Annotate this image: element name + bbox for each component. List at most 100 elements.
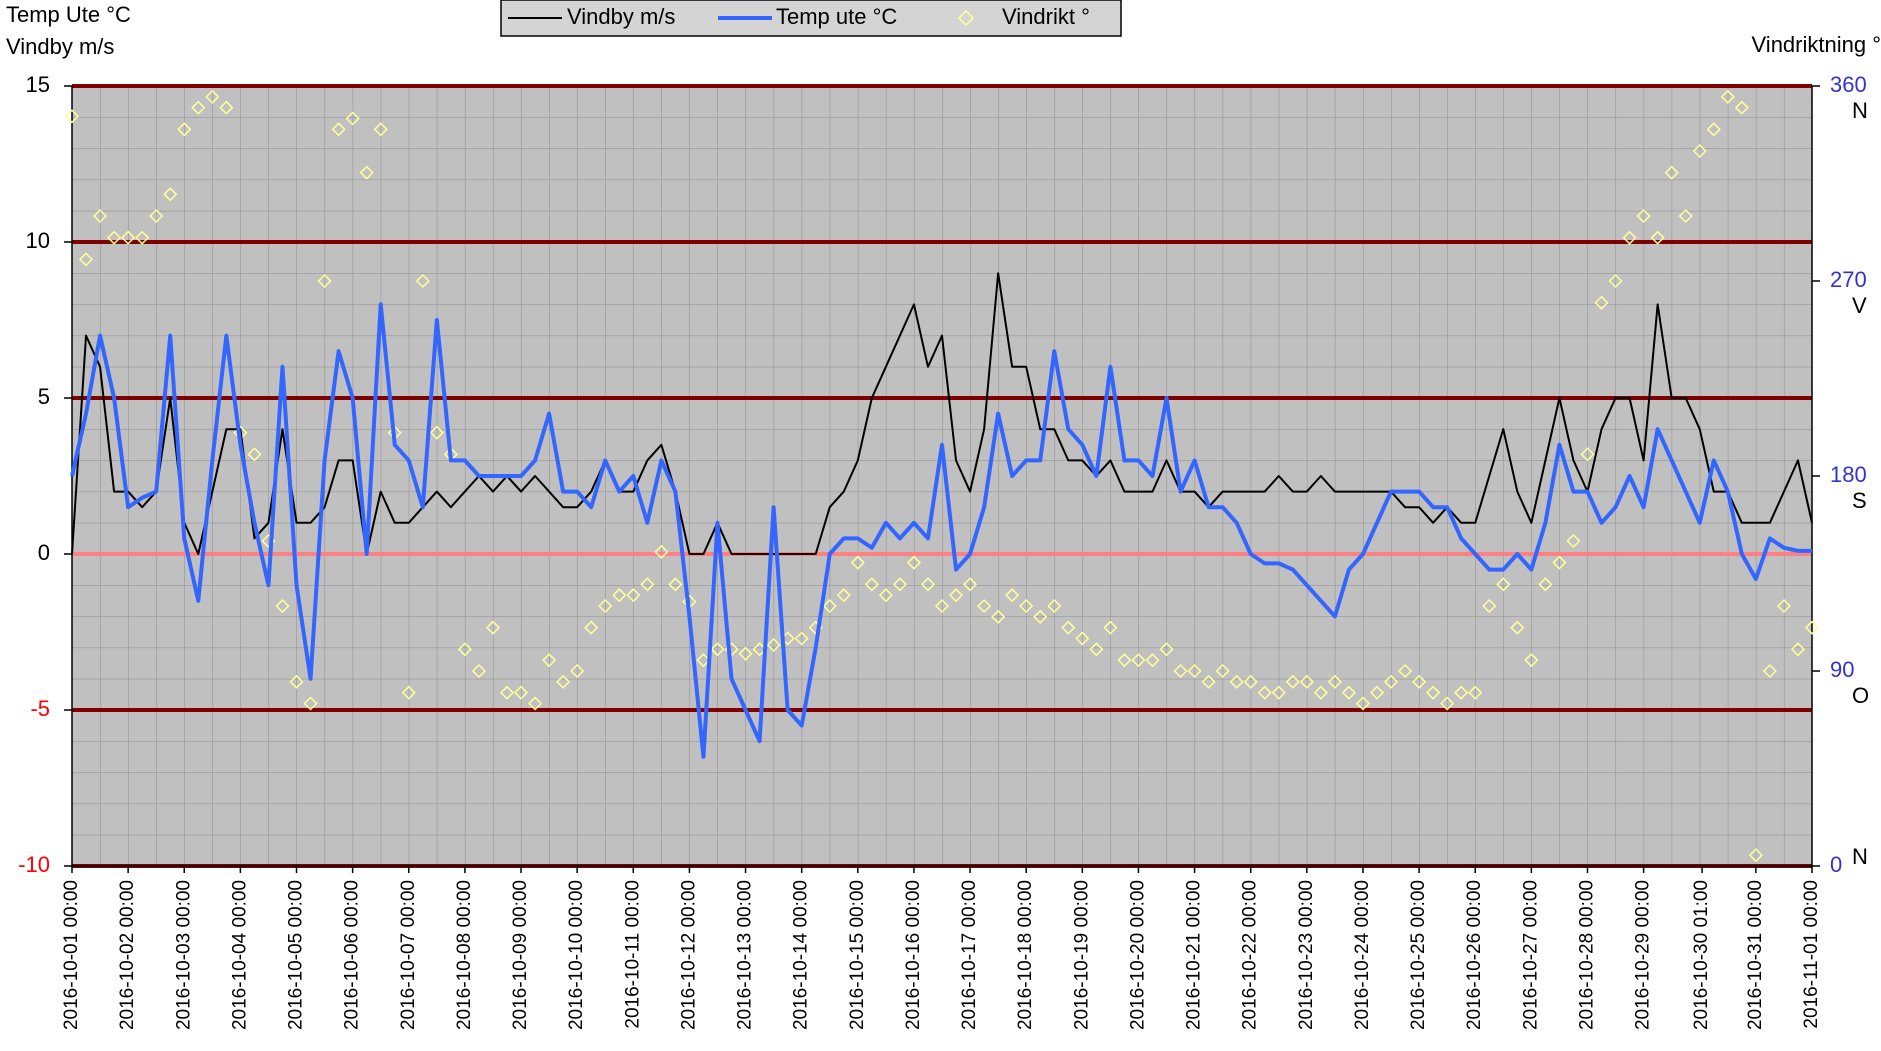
x-tick-label: 2016-10-08 00:00 <box>454 880 475 1030</box>
direction-label: O <box>1852 683 1869 708</box>
y2-tick-label: 270 <box>1830 267 1867 292</box>
direction-point <box>906 555 921 570</box>
direction-point <box>1426 685 1441 700</box>
direction-point <box>1524 653 1539 668</box>
direction-point <box>1706 122 1721 137</box>
x-tick-label: 2016-10-13 00:00 <box>735 880 756 1030</box>
direction-point <box>1804 620 1820 635</box>
direction-point <box>1229 674 1244 689</box>
y-tick-label: 0 <box>38 540 50 565</box>
direction-point <box>485 620 501 635</box>
direction-point <box>822 598 837 614</box>
direction-point <box>1678 208 1693 224</box>
direction-point <box>528 696 543 711</box>
x-tick-label: 2016-10-15 00:00 <box>847 880 868 1030</box>
x-tick-label: 2016-10-18 00:00 <box>1015 880 1036 1030</box>
direction-point <box>303 696 318 711</box>
direction-point <box>191 100 206 115</box>
x-tick-label: 2016-10-14 00:00 <box>791 880 812 1030</box>
legend-label: Vindby m/s <box>567 4 675 29</box>
x-tick-label: 2016-10-04 00:00 <box>229 880 250 1030</box>
direction-point <box>107 230 122 245</box>
direction-point <box>1790 642 1806 657</box>
direction-point <box>920 577 936 592</box>
direction-point <box>1299 674 1314 689</box>
legend-box <box>500 0 1122 37</box>
y-axis-title: Vindby m/s <box>6 34 114 59</box>
x-tick-label: 2016-10-06 00:00 <box>342 880 363 1030</box>
direction-point <box>345 111 360 126</box>
direction-point <box>1776 598 1792 614</box>
direction-point <box>892 577 907 592</box>
direction-point <box>359 165 374 180</box>
direction-point <box>612 588 627 603</box>
y2-tick-label: 180 <box>1830 462 1867 487</box>
legend-swatch <box>957 9 975 27</box>
legend: Vindby m/s Temp ute °C Vindrikt ° <box>500 0 1122 37</box>
direction-point <box>64 109 80 124</box>
direction-point <box>1383 674 1399 689</box>
direction-point <box>121 230 136 245</box>
direction-point <box>738 646 753 661</box>
x-tick-label: 2016-10-20 00:00 <box>1127 880 1148 1030</box>
direction-point <box>766 637 781 653</box>
direction-point <box>570 663 585 679</box>
direction-point <box>275 598 290 614</box>
direction-point <box>1075 631 1090 646</box>
direction-point <box>177 122 192 137</box>
x-tick-label: 2016-10-31 00:00 <box>1745 880 1766 1030</box>
direction-point <box>513 685 529 700</box>
direction-point <box>471 663 486 679</box>
direction-point <box>878 588 893 603</box>
direction-point <box>1720 89 1735 104</box>
x-tick-label: 2016-10-07 00:00 <box>398 880 419 1030</box>
y-tick-label: -10 <box>18 852 50 877</box>
x-tick-label: 2016-10-22 00:00 <box>1240 880 1261 1030</box>
direction-point <box>654 544 669 559</box>
x-tick-label: 2016-10-24 00:00 <box>1352 880 1373 1030</box>
direction-point <box>668 577 683 592</box>
direction-point <box>1047 598 1062 614</box>
direction-point <box>963 577 978 592</box>
direction-point <box>1566 533 1581 549</box>
direction-point <box>429 425 444 440</box>
y-tick-label: 10 <box>26 228 50 253</box>
direction-point <box>934 598 950 614</box>
direction-point <box>1061 620 1076 635</box>
direction-point <box>598 598 613 614</box>
direction-point <box>948 588 964 603</box>
legend-label: Temp ute °C <box>776 4 897 29</box>
direction-point <box>1692 143 1707 159</box>
direction-point <box>1734 100 1749 115</box>
y-axis-title: Temp Ute °C <box>6 2 131 27</box>
direction-point <box>1454 685 1469 700</box>
y-tick-label: -5 <box>30 696 50 721</box>
direction-point <box>1664 165 1679 180</box>
direction-point <box>78 252 94 267</box>
direction-point <box>373 122 388 137</box>
direction-point <box>1594 295 1609 310</box>
direction-point <box>401 685 416 700</box>
x-tick-label: 2016-10-27 00:00 <box>1520 880 1541 1030</box>
y2-tick-label: 360 <box>1830 72 1867 97</box>
direction-point <box>794 631 809 646</box>
direction-point <box>1103 620 1118 635</box>
direction-label: N <box>1852 844 1868 869</box>
y2-axis-title: Vindriktning ° <box>1752 32 1881 57</box>
direction-point <box>1412 674 1427 689</box>
direction-point <box>1397 663 1413 679</box>
direction-point <box>1510 620 1525 635</box>
direction-point <box>1215 663 1230 679</box>
direction-point <box>1145 653 1160 668</box>
direction-point <box>1173 663 1188 679</box>
direction-point <box>1748 848 1763 863</box>
x-tick-label: 2016-10-26 00:00 <box>1464 880 1485 1030</box>
direction-point <box>1762 663 1777 679</box>
x-tick-label: 2016-10-05 00:00 <box>286 880 307 1030</box>
direction-point <box>219 100 234 115</box>
direction-point <box>1159 642 1174 657</box>
x-tick-label: 2016-10-30 01:00 <box>1691 880 1712 1030</box>
direction-point <box>163 187 178 202</box>
